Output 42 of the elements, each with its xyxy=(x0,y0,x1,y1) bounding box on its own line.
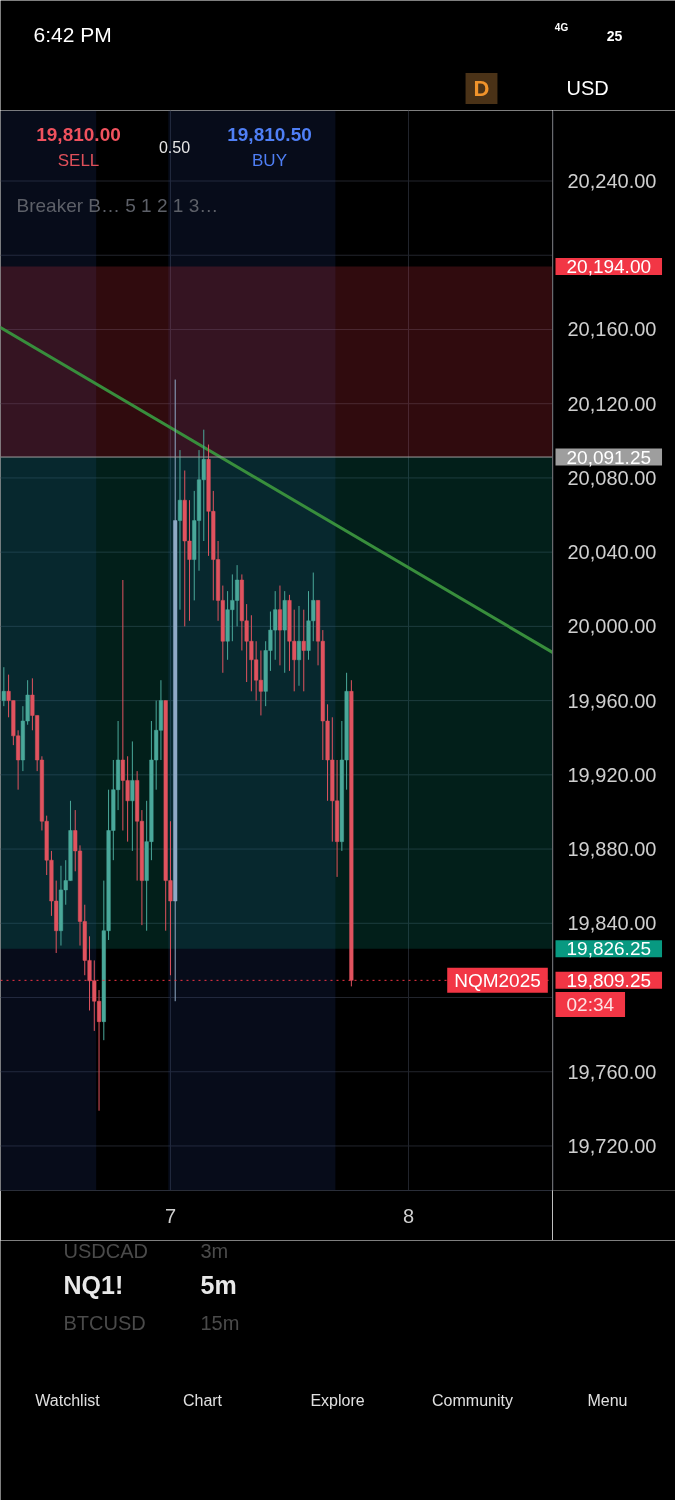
text: Community xyxy=(432,1392,513,1409)
annotation: SELL xyxy=(57,151,100,170)
y-tick-label: 19,760.00 xyxy=(567,1060,657,1083)
text: Explore xyxy=(310,1392,365,1409)
text: D xyxy=(473,76,490,101)
text: 4G xyxy=(554,22,569,33)
text: BTCUSD xyxy=(63,1311,146,1334)
y-tick-label: 20,160.00 xyxy=(567,318,657,341)
text: Watchlist xyxy=(35,1392,101,1409)
y-tick-label: 20,240.00 xyxy=(567,170,657,193)
annotation: BUY xyxy=(252,151,287,170)
text: NQ1! xyxy=(63,1270,124,1299)
annotation: Breaker B… 5 1 2 1 3… xyxy=(16,195,219,216)
band-label: 20,194.00 xyxy=(566,255,652,277)
text: USD xyxy=(566,76,609,99)
annotation: 19,810.50 xyxy=(227,124,312,145)
x-tick-label: 7 xyxy=(164,1204,177,1227)
band-label: 19,826.25 xyxy=(566,938,652,960)
y-tick-label: 19,880.00 xyxy=(567,838,657,861)
text: Chart xyxy=(182,1392,223,1409)
text: Menu xyxy=(587,1392,628,1409)
y-tick-label: 20,080.00 xyxy=(567,466,657,489)
y-tick-label: 19,920.00 xyxy=(567,763,657,786)
text: 6:42 PM xyxy=(33,23,112,46)
text: 5m xyxy=(200,1270,237,1299)
text: 25 xyxy=(606,27,623,44)
y-tick-label: 19,840.00 xyxy=(567,912,657,935)
y-tick-label: 19,960.00 xyxy=(567,689,657,712)
text: USDCAD xyxy=(63,1239,148,1262)
ref-line-label: 19,809.25 xyxy=(566,969,652,991)
y-tick-label: 19,720.00 xyxy=(567,1134,657,1157)
ref-line-label: 20,091.25 xyxy=(566,446,652,468)
annotation: 0.50 xyxy=(158,138,191,156)
y-tick-label: 20,120.00 xyxy=(567,392,657,415)
annotation: NQM2025 xyxy=(454,969,541,991)
y-tick-label: 20,040.00 xyxy=(567,541,657,564)
text: 02:34 xyxy=(566,994,615,1015)
annotation: 19,810.00 xyxy=(36,124,121,145)
y-tick-label: 20,000.00 xyxy=(567,615,657,638)
text: 3m xyxy=(200,1239,229,1262)
text: 15m xyxy=(200,1311,240,1334)
x-tick-label: 8 xyxy=(402,1204,415,1227)
